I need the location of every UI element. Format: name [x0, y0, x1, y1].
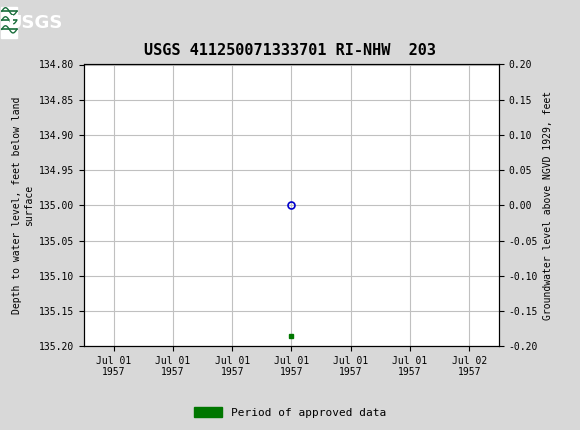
Y-axis label: Groundwater level above NGVD 1929, feet: Groundwater level above NGVD 1929, feet: [543, 91, 553, 320]
Legend: Period of approved data: Period of approved data: [190, 403, 390, 422]
Y-axis label: Depth to water level, feet below land
surface: Depth to water level, feet below land su…: [12, 97, 34, 314]
Bar: [1, 7, 17, 38]
Text: USGS 411250071333701 RI-NHW  203: USGS 411250071333701 RI-NHW 203: [144, 43, 436, 58]
Text: USGS: USGS: [7, 14, 62, 31]
